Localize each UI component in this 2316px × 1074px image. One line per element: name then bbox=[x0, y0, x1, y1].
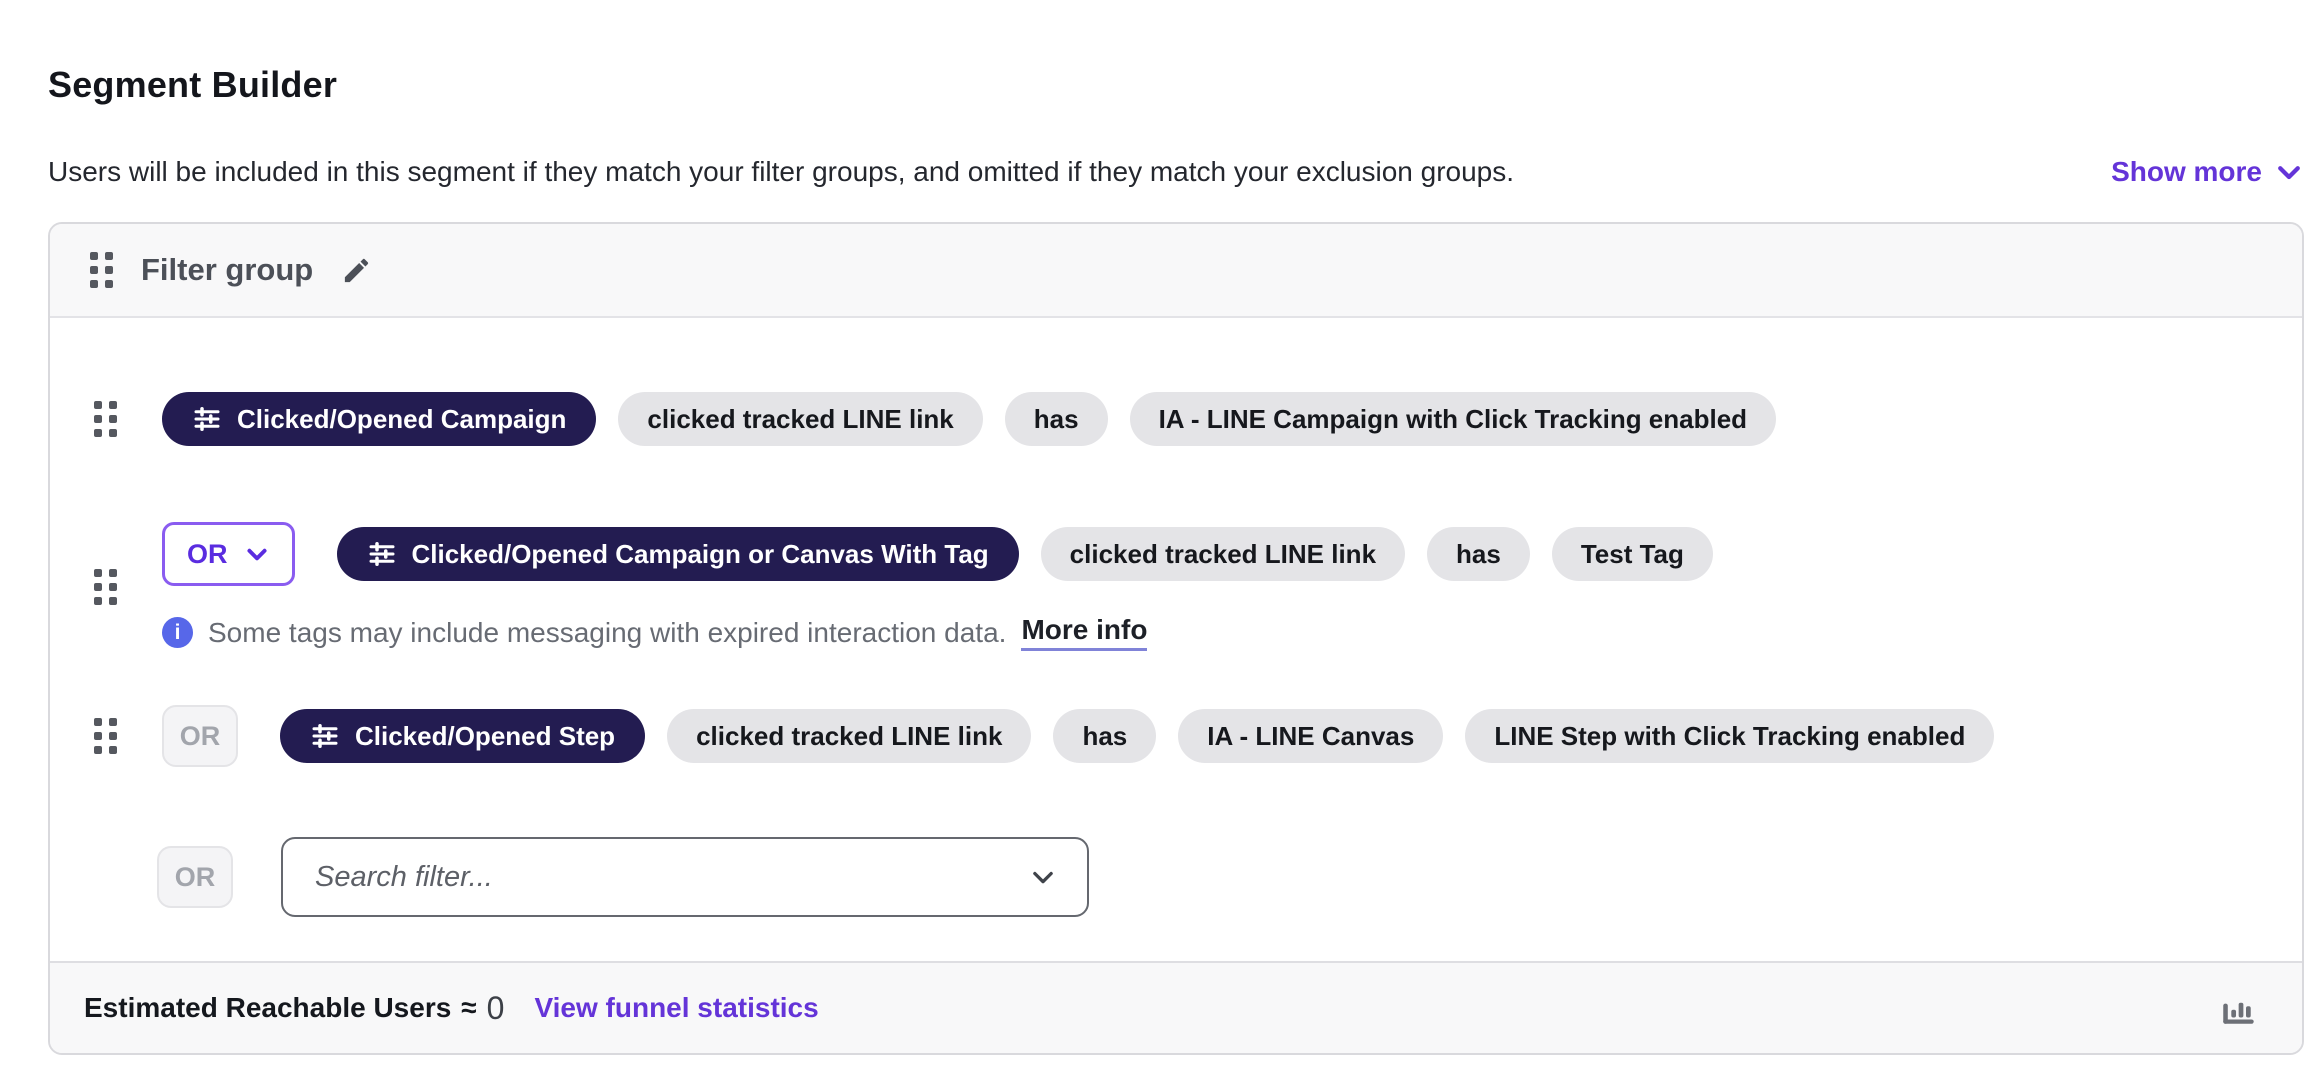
filter-group-title: Filter group bbox=[141, 252, 314, 287]
page-title: Segment Builder bbox=[48, 64, 338, 105]
note-text: Some tags may include messaging with exp… bbox=[208, 616, 1007, 648]
chevron-down-icon bbox=[2274, 157, 2304, 187]
filter-value-pill[interactable]: clicked tracked LINE link bbox=[618, 392, 983, 446]
chevron-down-icon[interactable] bbox=[1029, 863, 1057, 891]
filter-row: Clicked/Opened Campaign clicked tracked … bbox=[50, 392, 2302, 446]
estimated-reachable-users-value: 0 bbox=[486, 989, 505, 1026]
filter-group-header: Filter group bbox=[50, 224, 2302, 318]
segment-builder-header: Segment Builder Users will be included i… bbox=[0, 0, 2316, 188]
filter-type-pill[interactable]: Clicked/Opened Campaign bbox=[162, 392, 597, 446]
filter-sliders-icon bbox=[192, 404, 222, 434]
filter-value-pill[interactable]: Test Tag bbox=[1551, 527, 1713, 581]
edit-icon[interactable] bbox=[341, 255, 372, 286]
new-filter-row: OR bbox=[50, 837, 2302, 917]
filter-value-pill[interactable]: IA - LINE Canvas bbox=[1178, 709, 1444, 763]
info-icon: i bbox=[162, 617, 193, 648]
filter-type-label: Clicked/Opened Step bbox=[355, 720, 616, 751]
filter-value-pill[interactable]: IA - LINE Campaign with Click Tracking e… bbox=[1129, 392, 1777, 446]
filter-group-body: Clicked/Opened Campaign clicked tracked … bbox=[50, 318, 2302, 961]
filter-note: i Some tags may include messaging with e… bbox=[162, 614, 1713, 651]
drag-handle-icon[interactable] bbox=[90, 252, 113, 288]
filter-sliders-icon bbox=[367, 539, 397, 569]
estimated-reachable-users-label: Estimated Reachable Users bbox=[84, 992, 452, 1023]
filter-value-pill[interactable]: clicked tracked LINE link bbox=[667, 709, 1032, 763]
filter-value-pill[interactable]: LINE Step with Click Tracking enabled bbox=[1465, 709, 1995, 763]
filter-type-label: Clicked/Opened Campaign or Canvas With T… bbox=[411, 538, 989, 569]
bar-chart-icon[interactable] bbox=[2218, 987, 2260, 1029]
view-funnel-statistics-link[interactable]: View funnel statistics bbox=[534, 992, 819, 1023]
or-connector-label: OR bbox=[187, 538, 228, 569]
filter-group-card: Filter group Clicked/Opened Campaign cli… bbox=[48, 222, 2304, 1055]
filter-row: OR Clicked/Opened Step clicked tracked L… bbox=[50, 705, 2302, 767]
search-filter-input[interactable] bbox=[313, 859, 1029, 895]
filter-row: OR Clicked/Opened Campaign or Canvas Wit… bbox=[50, 522, 2302, 651]
chevron-down-icon bbox=[244, 541, 270, 567]
filter-type-pill[interactable]: Clicked/Opened Step bbox=[280, 709, 646, 763]
more-info-link[interactable]: More info bbox=[1021, 614, 1148, 651]
filter-type-label: Clicked/Opened Campaign bbox=[237, 403, 567, 434]
filter-group-footer: Estimated Reachable Users ≈ 0 View funne… bbox=[50, 961, 2302, 1053]
filter-sliders-icon bbox=[310, 721, 340, 751]
drag-handle-icon[interactable] bbox=[94, 568, 117, 605]
drag-handle-icon[interactable] bbox=[94, 401, 117, 437]
segment-description: Users will be included in this segment i… bbox=[48, 156, 1515, 187]
filter-value-pill[interactable]: clicked tracked LINE link bbox=[1040, 527, 1406, 581]
search-filter-select[interactable] bbox=[281, 837, 1089, 917]
show-more-label: Show more bbox=[2111, 156, 2262, 187]
show-more-button[interactable]: Show more bbox=[2111, 156, 2304, 188]
or-connector-chip: OR bbox=[162, 705, 238, 767]
filter-operator-pill[interactable]: has bbox=[1004, 392, 1108, 446]
filter-operator-pill[interactable]: has bbox=[1427, 527, 1530, 581]
or-connector-dropdown[interactable]: OR bbox=[162, 522, 295, 586]
drag-handle-icon[interactable] bbox=[94, 718, 117, 754]
filter-operator-pill[interactable]: has bbox=[1053, 709, 1157, 763]
filter-type-pill[interactable]: Clicked/Opened Campaign or Canvas With T… bbox=[336, 527, 1019, 581]
or-connector-chip: OR bbox=[157, 846, 233, 908]
approx-symbol: ≈ bbox=[461, 992, 477, 1023]
